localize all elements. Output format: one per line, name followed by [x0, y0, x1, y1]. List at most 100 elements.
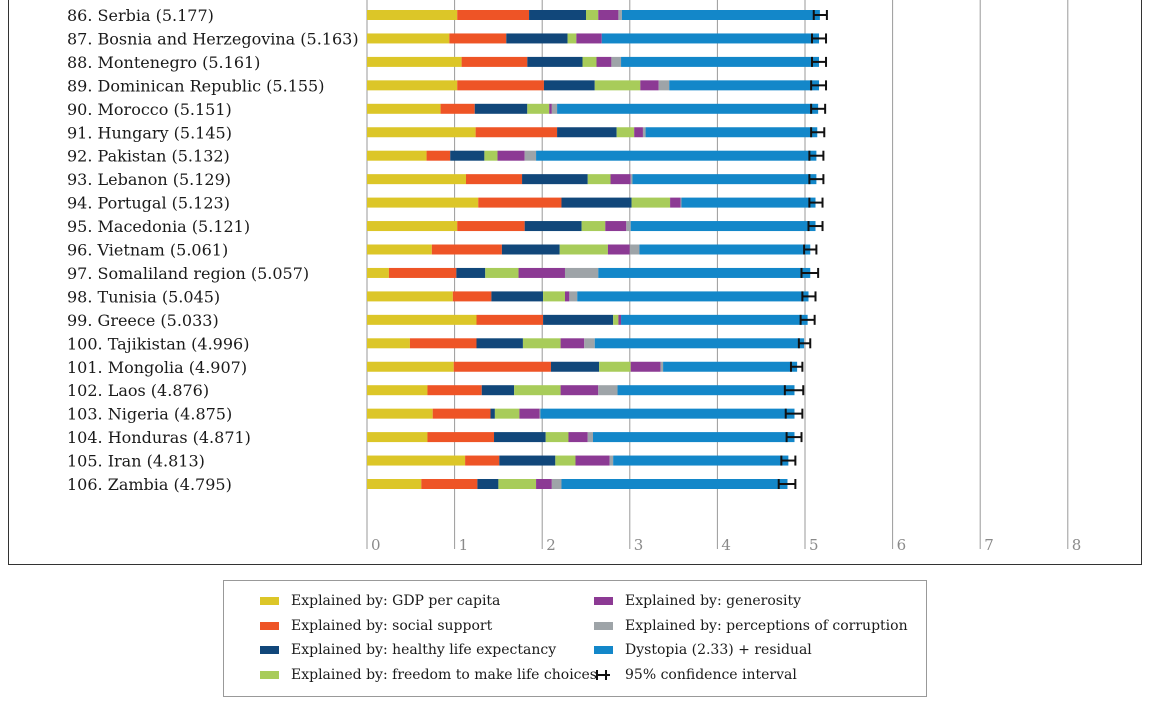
category-label: 88. Montenegro (5.161)	[67, 53, 260, 72]
x-tick-label: 0	[371, 536, 381, 554]
legend-item-ci: 95% confidence interval	[594, 665, 797, 685]
bar-segment-generosity	[596, 56, 612, 67]
bar-segment-freedom	[594, 80, 641, 91]
bar-segment-gdp	[367, 150, 427, 161]
bar-segment-social	[431, 244, 502, 255]
bar-segment-health	[494, 432, 546, 443]
bar-segment-health	[490, 408, 495, 419]
bar-segment-dystopia	[598, 267, 811, 278]
category-label: 96. Vietnam (5.061)	[67, 241, 228, 260]
category-label: 105. Iran (4.813)	[67, 452, 205, 471]
category-label: 87. Bosnia and Herzegovina (5.163)	[67, 29, 359, 48]
x-tick-label: 2	[546, 536, 556, 554]
bar-segment-freedom	[616, 127, 635, 138]
category-label: 90. Morocco (5.151)	[67, 100, 232, 119]
legend-label-health: Explained by: healthy life expectancy	[291, 642, 557, 658]
bar-segment-gdp	[367, 127, 476, 138]
bar-segment-freedom	[527, 103, 550, 114]
bar-segment-dystopia	[630, 221, 816, 232]
bar-segment-generosity	[670, 197, 681, 208]
bar-segment-health	[543, 314, 614, 325]
bar-segment-freedom	[559, 244, 608, 255]
category-label: 103. Nigeria (4.875)	[67, 405, 232, 424]
bar-segment-social	[452, 291, 492, 302]
bar-segment-health	[477, 479, 499, 489]
bar-segment-generosity	[576, 33, 602, 44]
x-tick-label: 4	[721, 536, 731, 554]
bar-segment-dystopia	[639, 244, 811, 255]
category-label: 86. Serbia (5.177)	[67, 6, 214, 25]
category-label: 89. Dominican Republic (5.155)	[67, 76, 324, 95]
bar-segment-social	[449, 33, 507, 44]
bar-segment-corruption	[584, 338, 595, 349]
bar-segment-generosity	[634, 127, 643, 138]
bar-segment-social	[457, 221, 525, 232]
bar-segment-corruption	[609, 455, 614, 466]
bar-segment-corruption	[524, 150, 537, 161]
bar-segment-generosity	[564, 291, 570, 302]
bar-segment-health	[456, 267, 486, 278]
bar-segment-corruption	[642, 127, 646, 138]
bar-segment-social	[478, 197, 562, 208]
bar-segment-social	[453, 361, 551, 372]
bar-segment-health	[522, 174, 588, 185]
bar-segment-gdp	[367, 338, 410, 349]
bar-segment-gdp	[367, 314, 477, 325]
bar-segment-corruption	[569, 291, 578, 302]
category-label: 106. Zambia (4.795)	[67, 475, 232, 494]
bar-segment-gdp	[367, 10, 458, 20]
x-tick-label: 3	[634, 536, 644, 554]
bar-segment-freedom	[586, 10, 599, 20]
bar-segment-social	[465, 455, 500, 466]
bar-segment-health	[529, 10, 586, 20]
legend-item-freedom: Explained by: freedom to make life choic…	[260, 665, 597, 685]
bar-segment-social	[475, 127, 558, 138]
category-label: 102. Laos (4.876)	[67, 381, 209, 400]
bar-segment-health	[481, 385, 515, 396]
legend-item-gdp: Explained by: GDP per capita	[260, 591, 500, 611]
bar-segment-social	[461, 56, 528, 67]
bar-segment-dystopia	[594, 338, 805, 349]
bar-segment-dystopia	[632, 174, 817, 185]
bar-segment-gdp	[367, 197, 479, 208]
bar-segment-generosity	[497, 150, 525, 161]
bar-segment-corruption	[587, 432, 594, 443]
bar-segment-freedom	[485, 267, 519, 278]
bar-segment-generosity	[519, 408, 540, 419]
legend-label-social: Explained by: social support	[291, 618, 493, 634]
bar-segment-dystopia	[557, 103, 819, 114]
bar-segment-corruption	[611, 56, 622, 67]
legend-label-freedom: Explained by: freedom to make life choic…	[291, 667, 597, 683]
bar-segment-dystopia	[593, 432, 795, 443]
bar-segment-dystopia	[613, 455, 789, 466]
bar-segment-freedom	[582, 56, 597, 67]
bar-segment-corruption	[630, 174, 633, 185]
legend-swatch-social	[260, 622, 279, 630]
bar-segment-freedom	[498, 479, 537, 489]
bar-segment-health	[474, 103, 528, 114]
confidence-interval-icon	[594, 670, 613, 680]
bar-segment-generosity	[536, 479, 552, 489]
x-tick-label: 8	[1072, 536, 1082, 554]
bar-segment-gdp	[367, 56, 462, 67]
legend-label-corruption: Explained by: perceptions of corruption	[625, 618, 908, 634]
legend-item-generosity: Explained by: generosity	[594, 591, 801, 611]
bar-segment-health	[476, 338, 523, 349]
bar-segment-freedom	[494, 408, 520, 419]
bar-segment-social	[432, 408, 491, 419]
bar-segment-gdp	[367, 221, 458, 232]
chart-frame: 86. Serbia (5.177) 87. Bosnia and Herzego…	[8, 0, 1142, 565]
bar-segment-corruption	[658, 80, 670, 91]
bar-segment-generosity	[618, 314, 622, 325]
bar-segment-generosity	[518, 267, 565, 278]
bar-segment-freedom	[522, 338, 561, 349]
bar-segment-social	[465, 174, 523, 185]
bar-segment-health	[450, 150, 485, 161]
legend-label-generosity: Explained by: generosity	[625, 593, 801, 609]
bar-segment-freedom	[545, 432, 569, 443]
legend-item-dystopia: Dystopia (2.33) + residual	[594, 640, 812, 660]
bar-segment-gdp	[367, 479, 422, 489]
bar-segment-social	[426, 150, 451, 161]
bar-segment-corruption	[551, 479, 562, 489]
bar-segment-freedom	[555, 455, 576, 466]
